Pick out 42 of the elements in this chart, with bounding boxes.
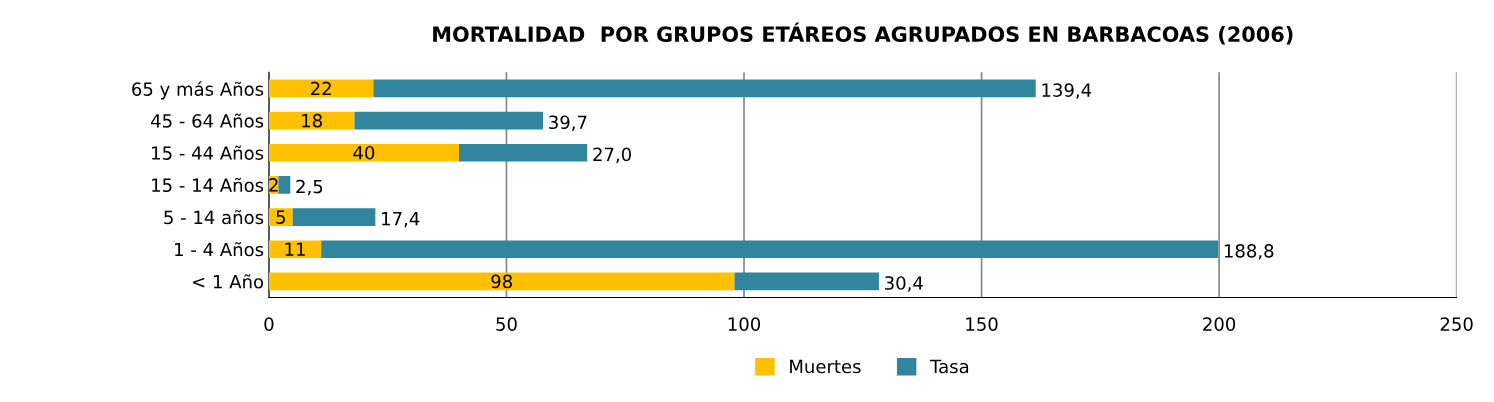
data-label: 2,5 — [296, 179, 323, 196]
y-tick-label: 15 - 44 Años — [152, 145, 264, 160]
data-label: 139,4 — [1042, 83, 1092, 99]
data-label: 18 — [302, 113, 322, 128]
legend-label: Muertes — [790, 359, 861, 374]
data-label: 40 — [353, 145, 375, 160]
bar — [373, 79, 1036, 98]
bar — [278, 176, 291, 194]
bar — [268, 79, 374, 98]
data-label: 5 — [276, 210, 285, 224]
bar — [458, 143, 588, 162]
data-label: 2 — [269, 178, 278, 192]
x-tick-label: 50 — [496, 317, 517, 331]
data-label: 17,4 — [382, 212, 420, 228]
y-tick-label: 65 y más Años — [132, 81, 264, 100]
y-tick-label: < 1 Año — [193, 274, 264, 289]
bar — [268, 143, 459, 162]
bar — [354, 111, 544, 130]
x-tick-label: 150 — [966, 317, 998, 331]
data-label: 11 — [285, 242, 305, 256]
x-tick-label: 250 — [1440, 317, 1473, 331]
data-label: 22 — [311, 81, 331, 96]
bar — [268, 208, 293, 226]
x-tick-label: 0 — [264, 317, 274, 331]
data-label: 27,0 — [593, 147, 631, 164]
bar — [321, 240, 1219, 259]
data-label: 30,4 — [885, 276, 923, 292]
data-label: 98 — [491, 274, 512, 289]
y-tick-label: 15 - 14 Años — [152, 177, 264, 193]
y-tick-label: 1 - 4 Años — [175, 242, 264, 257]
bar — [268, 240, 322, 259]
y-tick-label: 45 - 64 Años — [151, 113, 264, 128]
chart-title: MORTALIDAD POR GRUPOS ETÁREOS AGRUPADOS EN BARBACOAS (2006) — [433, 22, 1293, 45]
y-tick-label: 5 - 14 años — [164, 209, 264, 225]
data-label: 39,7 — [549, 115, 587, 131]
bar — [734, 272, 879, 291]
x-tick-label: 200 — [1203, 317, 1236, 331]
x-tick-label: 100 — [728, 317, 761, 331]
bar — [292, 208, 376, 226]
bar — [268, 272, 735, 291]
legend-label: Tasa — [930, 359, 969, 374]
data-label: 188,8 — [1224, 244, 1274, 260]
